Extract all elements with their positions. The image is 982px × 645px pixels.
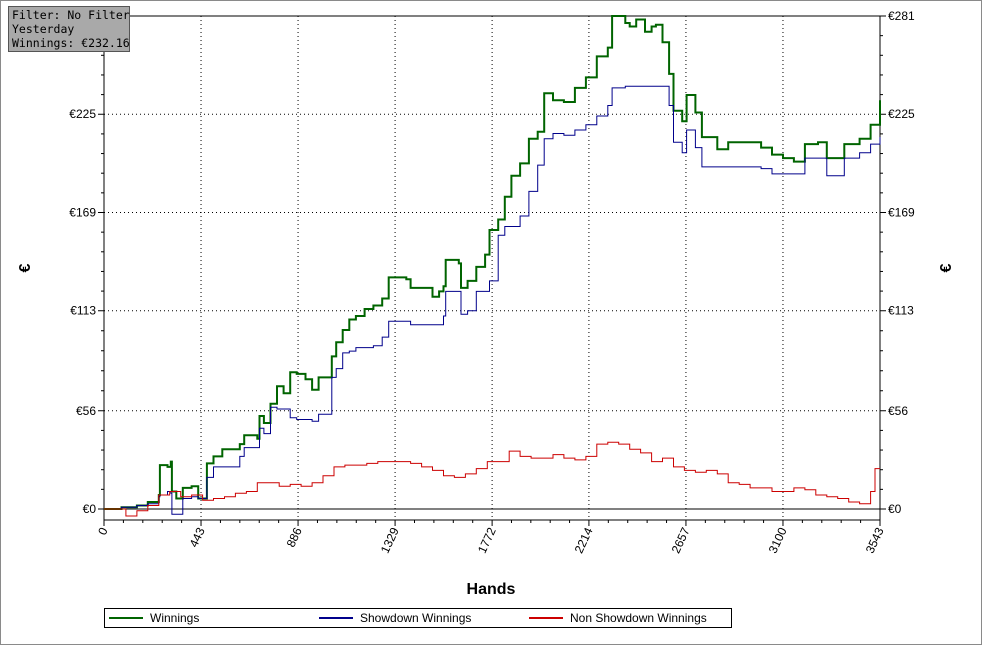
winnings-text: Winnings: €232.16 (12, 36, 130, 50)
x-tick-label: 0 (95, 525, 111, 537)
y-tick-label-right: €0 (888, 502, 902, 516)
legend-label-winnings: Winnings (150, 611, 200, 625)
legend-swatch-winnings (109, 617, 143, 619)
y-tick-label-right: €169 (888, 205, 915, 219)
y-tick-label-right: €113 (888, 304, 914, 318)
y-tick-label-right: €281 (888, 9, 915, 23)
non-showdown-winnings-line (104, 441, 880, 517)
legend-label-showdown: Showdown Winnings (360, 611, 472, 625)
y-tick-label-left: €169 (69, 205, 96, 219)
y-tick-label-left: €225 (69, 107, 96, 121)
x-tick-label: 2214 (572, 525, 596, 555)
ticks: 0 443 886 1329 1772 2214 2657 3100 3543€0 €0€56 €5… (69, 9, 915, 555)
grid (104, 16, 880, 520)
period-text: Yesterday (12, 22, 75, 36)
filter-text: Filter: No Filter (12, 8, 130, 22)
legend-swatch-non-showdown (529, 617, 563, 619)
y-axis-label-left: € (17, 263, 34, 272)
summary-box: Filter: No Filter Yesterday Winnings: €2… (8, 6, 130, 52)
showdown-winnings-line (104, 85, 881, 515)
y-tick-label-left: €113 (70, 304, 96, 318)
x-axis-label: Hands (467, 581, 516, 598)
x-tick-label: 443 (187, 525, 208, 549)
y-tick-label-right: €225 (888, 107, 915, 121)
x-tick-label: 3100 (766, 525, 790, 555)
y-tick-label-left: €0 (83, 502, 97, 516)
winnings-line (104, 15, 881, 510)
x-tick-label: 1772 (475, 525, 499, 555)
y-axis-label-right: € (938, 263, 955, 272)
x-tick-label: 1329 (378, 525, 402, 555)
x-tick-label: 3543 (863, 525, 887, 555)
y-tick-label-right: €56 (888, 404, 908, 418)
legend-label-non-showdown: Non Showdown Winnings (570, 611, 707, 625)
y-tick-label-left: €56 (76, 404, 96, 418)
x-tick-label: 2657 (669, 525, 693, 555)
legend-swatch-showdown (319, 617, 353, 619)
series (104, 15, 881, 517)
legend: Winnings Showdown Winnings Non Showdown … (104, 608, 732, 628)
x-tick-label: 886 (284, 525, 305, 549)
